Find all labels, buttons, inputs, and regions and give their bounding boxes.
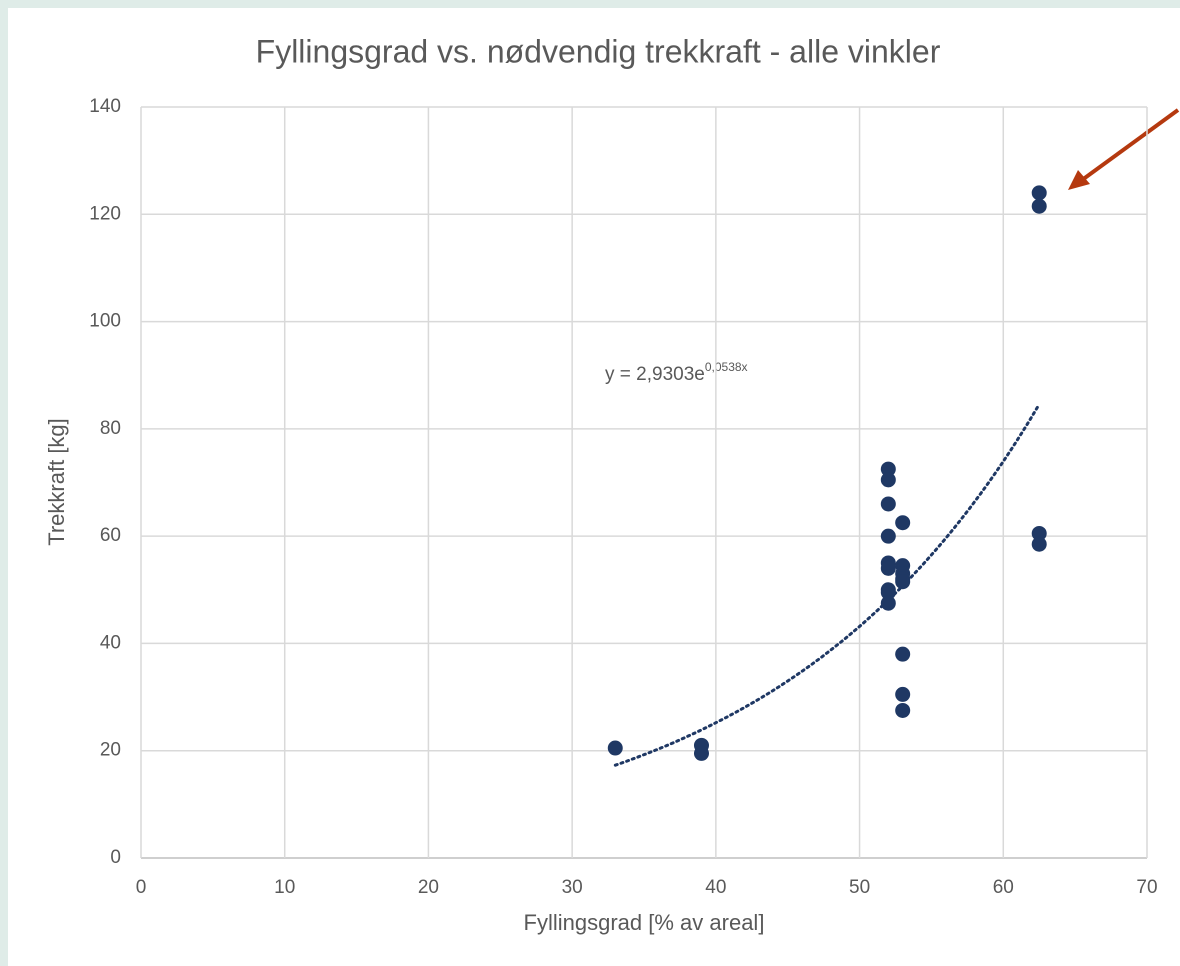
point (880, 496, 896, 512)
point (1031, 198, 1047, 214)
point (895, 702, 911, 718)
x-tick-label: 30 (562, 877, 583, 898)
point (1031, 536, 1047, 552)
y-tick-label: 140 (89, 96, 121, 117)
point (693, 745, 709, 761)
x-tick-label: 50 (849, 877, 870, 898)
y-tick-label: 80 (100, 418, 121, 439)
point (880, 584, 896, 600)
x-tick-label: 20 (418, 877, 439, 898)
y-tick-label: 100 (89, 311, 121, 332)
y-tick-label: 60 (100, 525, 121, 546)
y-axis-title: Trekkraft [kg] (44, 418, 69, 546)
x-tick-label: 70 (1136, 877, 1157, 898)
x-tick-label: 10 (274, 877, 295, 898)
x-tick-label: 60 (993, 877, 1014, 898)
y-tick-label: 0 (110, 847, 121, 868)
point (895, 515, 911, 531)
trendline (613, 402, 1041, 767)
point (895, 574, 911, 590)
point (880, 472, 896, 488)
arrow-head (1068, 170, 1090, 190)
point (895, 686, 911, 702)
point (895, 646, 911, 662)
point (1031, 185, 1047, 201)
point (880, 461, 896, 477)
trendline-label: y = 2,9303e (605, 364, 705, 385)
point (880, 595, 896, 611)
trendline-exponent: 0,0538x (705, 360, 748, 374)
y-tick-label: 40 (100, 632, 121, 653)
point (880, 528, 896, 544)
point (1031, 525, 1047, 541)
point (880, 560, 896, 576)
annotation-arrow (1068, 108, 1180, 190)
point (607, 740, 623, 756)
x-tick-label: 40 (705, 877, 726, 898)
chart-title: Fyllingsgrad vs. nødvendig trekkraft - a… (256, 33, 941, 69)
x-axis-title: Fyllingsgrad [% av areal] (524, 910, 765, 935)
arrow-shaft (1080, 108, 1180, 182)
y-tick-label: 20 (100, 740, 121, 761)
chart-panel (8, 8, 1180, 966)
y-tick-label: 120 (89, 203, 121, 224)
x-tick-label: 0 (136, 877, 147, 898)
